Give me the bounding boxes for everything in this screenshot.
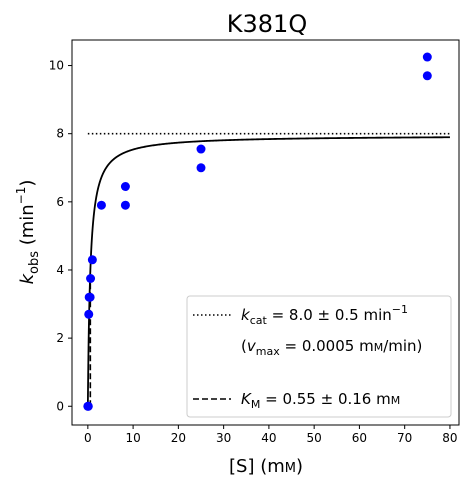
plot-frame xyxy=(71,39,460,426)
x-tick-label: 10 xyxy=(125,431,140,445)
x-tick-label: 50 xyxy=(307,431,322,445)
data-point xyxy=(422,52,432,62)
data-point xyxy=(120,182,130,192)
data-point xyxy=(87,255,97,265)
legend-vmax-label: (vmax = 0.0005 mM/min) xyxy=(241,337,422,358)
legend-kcat-label: kcat = 8.0 ± 0.5 min−1 xyxy=(241,303,408,327)
legend-box xyxy=(186,295,452,418)
data-point xyxy=(96,200,106,210)
y-tick-label: 2 xyxy=(56,331,64,345)
x-tick-label: 20 xyxy=(171,431,186,445)
y-tick-label: 0 xyxy=(56,399,64,413)
x-tick-label: 70 xyxy=(397,431,412,445)
x-tick-label: 60 xyxy=(352,431,367,445)
data-point xyxy=(196,163,206,173)
data-point xyxy=(196,144,206,154)
y-tick-label: 6 xyxy=(56,195,64,209)
x-tick-label: 40 xyxy=(261,431,276,445)
data-point xyxy=(83,401,93,411)
michaelis-menten-fit-curve xyxy=(86,136,450,407)
legend-km-label: KM = 0.55 ± 0.16 mM xyxy=(241,390,400,411)
x-axis-label: [S] (mM) xyxy=(229,456,303,477)
data-point xyxy=(422,71,432,81)
chart-title: K381Q xyxy=(227,10,307,38)
y-tick-label: 10 xyxy=(49,59,64,73)
y-axis-label: kobs (min−1) xyxy=(14,180,42,285)
data-point xyxy=(85,292,95,302)
data-point xyxy=(86,273,96,283)
legend: kcat = 8.0 ± 0.5 min−1 (vmax = 0.0005 mM… xyxy=(186,295,452,418)
y-tick-label: 8 xyxy=(56,127,64,141)
x-tick-label: 0 xyxy=(84,431,92,445)
axis-ticks: 0 10 20 30 40 50 60 70 80 0 2 4 6 8 10 xyxy=(49,59,458,445)
data-point xyxy=(84,309,94,319)
data-point xyxy=(120,200,130,210)
x-tick-label: 80 xyxy=(442,431,457,445)
x-tick-label: 30 xyxy=(216,431,231,445)
y-tick-label: 4 xyxy=(56,263,64,277)
data-points xyxy=(83,52,432,411)
